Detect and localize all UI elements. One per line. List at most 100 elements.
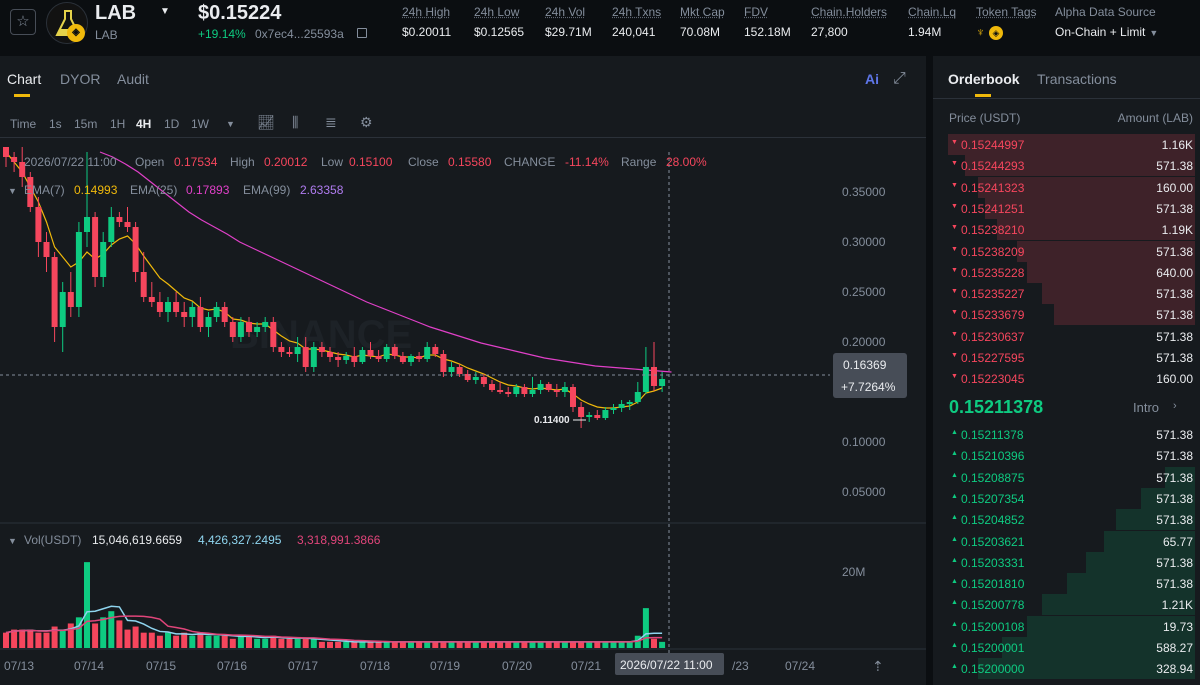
ask-row[interactable]: ▼ 0.15235227 571.38	[948, 283, 1195, 305]
volume-bar	[11, 629, 18, 648]
candle-body	[594, 415, 601, 418]
bid-row[interactable]: ▲ 0.15200778 1.21K	[948, 594, 1195, 616]
order-amount: 571.38	[1156, 449, 1193, 464]
ask-row[interactable]: ▼ 0.15241323 160.00	[948, 176, 1195, 198]
tab-orderbook[interactable]: Orderbook	[948, 71, 1020, 87]
bid-row[interactable]: ▲ 0.15200108 19.73	[948, 615, 1195, 637]
volume-bar	[602, 641, 609, 648]
interval-15m[interactable]: 15m	[74, 117, 98, 131]
indicators-icon[interactable]: ≣	[325, 114, 337, 130]
candle-body	[132, 227, 139, 272]
down-arrow-icon: ▼	[951, 139, 958, 146]
collapse-chevron-icon[interactable]: ▼	[8, 536, 17, 546]
bid-row[interactable]: ▲ 0.15204852 571.38	[948, 509, 1195, 531]
order-price: 0.15204852	[961, 513, 1025, 528]
candlestick-icon[interactable]: ⫼	[292, 114, 299, 130]
tab-dyor[interactable]: DYOR	[60, 71, 101, 87]
tab-transactions[interactable]: Transactions	[1037, 71, 1117, 87]
candle-body	[84, 217, 90, 232]
interval-1d[interactable]: 1D	[164, 117, 180, 131]
contract-address: 0x7ec4...25593a	[255, 27, 344, 41]
candle-body	[27, 177, 34, 207]
ai-assistant-icon[interactable]: Ai	[865, 71, 879, 87]
interval-4h[interactable]: 4H	[136, 117, 152, 131]
candle-body	[148, 297, 155, 302]
price-chart[interactable]: BINANCE 0.350000.300000.250000.200000.10…	[0, 56, 926, 685]
interval-1h[interactable]: 1H	[110, 117, 126, 131]
stat-alpha-data-source[interactable]: Alpha Data Source On-Chain + Limit ▼	[1055, 5, 1158, 39]
candle-body	[197, 307, 204, 327]
volume-axis-tick: 20M	[842, 565, 865, 579]
bid-row[interactable]: ▲ 0.15200000 328.94	[948, 658, 1195, 680]
bid-row[interactable]: ▲ 0.15207354 571.38	[948, 487, 1195, 509]
candle-body	[92, 217, 99, 277]
token-symbol[interactable]: LAB	[95, 2, 137, 24]
chevron-down-icon[interactable]: ▼	[160, 6, 170, 17]
active-tab-indicator	[14, 94, 30, 97]
ask-row[interactable]: ▼ 0.15238209 571.38	[948, 240, 1195, 262]
ask-row[interactable]: ▼ 0.15230637 571.38	[948, 326, 1193, 347]
interval-time[interactable]: Time	[10, 117, 37, 131]
more-intervals-chevron-icon[interactable]: ▼	[226, 119, 235, 129]
bnb-tag-icon[interactable]: ◈	[989, 25, 1003, 40]
candle-body	[43, 242, 50, 257]
time-axis-tick: 07/19	[430, 659, 460, 673]
collapse-chevron-icon[interactable]: ▼	[8, 186, 17, 196]
volume-bar	[100, 617, 107, 648]
data-source-select[interactable]: On-Chain + Limit ▼	[1055, 25, 1158, 39]
ask-row[interactable]: ▼ 0.15227595 571.38	[948, 347, 1193, 368]
interval-1s[interactable]: 1s	[49, 117, 62, 131]
token-subname: LAB	[95, 28, 118, 42]
interval-1w[interactable]: 1W	[191, 117, 209, 131]
expand-icon[interactable]: ⤢	[893, 70, 906, 87]
ask-row[interactable]: ▼ 0.15235228 640.00	[948, 261, 1195, 283]
favorite-star-icon[interactable]: ☆	[10, 9, 36, 35]
order-amount: 571.38	[1156, 351, 1193, 365]
scroll-to-latest-icon[interactable]: ⇡	[872, 658, 884, 674]
volume-bar	[480, 641, 487, 648]
bid-row[interactable]: ▲ 0.15211378 571.38	[948, 424, 1193, 445]
stat-value: 240,041	[612, 25, 656, 39]
candle-body	[610, 408, 617, 410]
volume-bar	[399, 641, 406, 648]
time-axis-tick: 07/15	[146, 659, 176, 673]
ask-row[interactable]: ▼ 0.15244293 571.38	[948, 155, 1195, 177]
ask-row[interactable]: ▼ 0.15244997 1.16K	[948, 134, 1195, 155]
up-arrow-icon: ▲	[951, 492, 958, 500]
tab-audit[interactable]: Audit	[117, 71, 149, 87]
bid-row[interactable]: ▲ 0.15203621 65.77	[948, 530, 1195, 552]
up-arrow-icon: ▲	[951, 450, 958, 458]
tab-chart[interactable]: Chart	[7, 71, 42, 87]
volume-bar	[173, 635, 180, 648]
chevron-right-icon[interactable]: ›	[1173, 400, 1177, 412]
copy-icon[interactable]	[357, 28, 367, 38]
volume-bar	[651, 638, 657, 648]
line-chart-icon[interactable]: 📈︎	[257, 114, 275, 130]
ask-row[interactable]: ▼ 0.15241251 571.38	[948, 197, 1195, 219]
ema7-value: 0.14993	[74, 183, 118, 197]
depth-bar	[977, 658, 1195, 680]
volume-bar	[464, 641, 471, 648]
ask-row[interactable]: ▼ 0.15233679 571.38	[948, 304, 1195, 326]
stat-24h-low: 24h Low $0.12565	[474, 5, 524, 39]
volume-bar	[659, 641, 666, 648]
volume-bar	[375, 641, 382, 648]
volume-ma1-value: 4,426,327.2495	[198, 533, 282, 547]
bid-row[interactable]: ▲ 0.15200001 588.27	[948, 637, 1195, 658]
stat-label: Mkt Cap	[680, 5, 725, 19]
settings-gear-icon[interactable]: ⚙	[360, 114, 373, 130]
bid-row[interactable]: ▲ 0.15201810 571.38	[948, 573, 1195, 595]
ask-row[interactable]: ▼ 0.15238210 1.19K	[948, 219, 1195, 241]
bid-row[interactable]: ▲ 0.15210396 571.38	[948, 445, 1193, 466]
volume-bar	[156, 635, 163, 648]
bid-row[interactable]: ▲ 0.15203331 571.38	[948, 551, 1195, 573]
order-price: 0.15241323	[961, 180, 1025, 195]
intro-link[interactable]: Intro	[1133, 400, 1160, 415]
ask-row[interactable]: ▼ 0.15223045 160.00	[948, 368, 1193, 389]
trophy-icon[interactable]: ♆	[976, 25, 985, 39]
up-arrow-icon: ▲	[951, 599, 958, 607]
candle-body	[67, 292, 74, 307]
bid-row[interactable]: ▲ 0.15208875 571.38	[948, 466, 1195, 488]
stat-label: 24h High	[402, 5, 451, 19]
volume-bar	[545, 641, 552, 648]
